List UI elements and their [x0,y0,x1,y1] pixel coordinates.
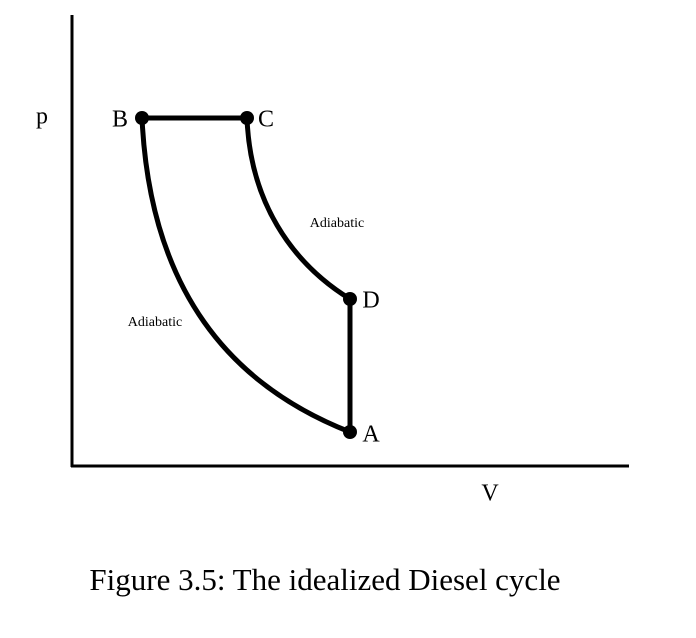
point-b [135,111,149,125]
curve-label: Adiabatic [128,315,182,330]
x-axis-label: V [481,481,499,507]
caption: Figure 3.5: The idealized Diesel cycle [89,562,560,597]
adiabat-cd [244,117,352,302]
y-axis-label: p [36,104,48,130]
point-label: C [258,107,274,133]
point-label: A [362,422,380,448]
point-a [343,425,357,439]
point-d [343,292,357,306]
point-label: D [362,288,379,314]
point-label: B [112,107,128,133]
curve-label: Adiabatic [310,216,364,231]
point-c [240,111,254,125]
adiabat-ab [139,117,351,435]
